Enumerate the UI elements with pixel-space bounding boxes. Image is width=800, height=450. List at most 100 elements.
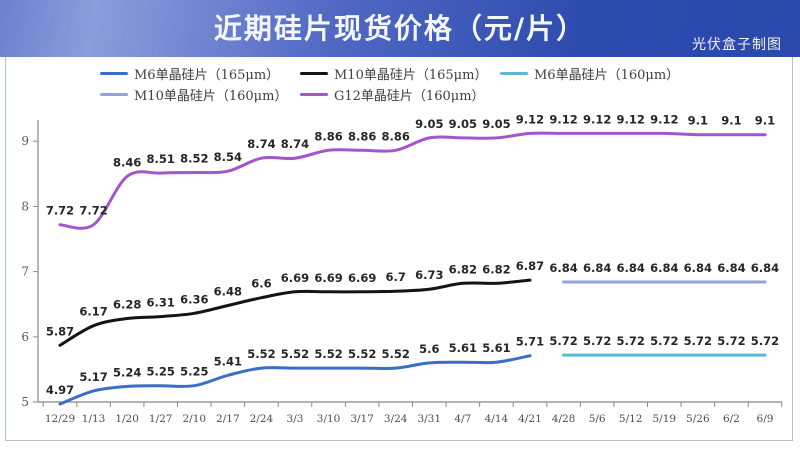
x-tick-label: 5/12 <box>619 413 643 425</box>
data-label: 6.28 <box>113 298 141 312</box>
legend-item[interactable]: M6单晶硅片（160μm） <box>500 64 700 83</box>
data-label: 4.97 <box>46 383 74 397</box>
legend-row: M10单晶硅片（160μm） G12单晶硅片（160μm） <box>100 84 760 105</box>
data-label: 6.82 <box>482 262 510 276</box>
data-label: 8.74 <box>281 137 309 151</box>
data-label: 5.17 <box>79 370 107 384</box>
x-tick-label: 4/7 <box>454 413 471 425</box>
x-tick-label: 3/17 <box>350 413 374 425</box>
data-label: 6.84 <box>751 261 779 275</box>
data-label: 6.73 <box>415 268 443 282</box>
x-tick-label: 6/9 <box>757 413 774 425</box>
page-title: 近期硅片现货价格（元/片） <box>213 12 587 45</box>
data-label: 9.12 <box>549 112 577 126</box>
data-label: 8.86 <box>314 129 342 143</box>
data-label: 9.05 <box>482 117 510 131</box>
x-tick-label: 1/13 <box>82 413 106 425</box>
series-line-0 <box>58 354 532 406</box>
data-label: 5.41 <box>214 354 242 368</box>
x-tick-label: 1/20 <box>115 413 139 425</box>
data-label: 6.6 <box>251 277 271 291</box>
data-label: 5.52 <box>348 347 376 361</box>
x-tick-label: 2/10 <box>182 413 206 425</box>
data-label: 9.05 <box>449 117 477 131</box>
legend-line-swatch <box>100 93 128 96</box>
y-tick-label: 9 <box>21 134 29 148</box>
x-tick-label: 5/19 <box>652 413 676 425</box>
data-label: 5.61 <box>482 341 510 355</box>
data-label: 9.12 <box>617 112 645 126</box>
data-label: 6.84 <box>717 261 745 275</box>
data-label: 9.12 <box>583 112 611 126</box>
legend-label: M10单晶硅片（160μm） <box>134 89 288 104</box>
data-label: 5.61 <box>449 341 477 355</box>
legend-row: M6单晶硅片（165μm） M10单晶硅片（165μm） M6单晶硅片（160μm） <box>100 63 760 84</box>
data-label: 5.87 <box>46 324 74 338</box>
legend-label: M6单晶硅片（160μm） <box>534 68 680 83</box>
data-label: 5.72 <box>717 334 745 348</box>
y-tick-label: 6 <box>21 330 29 344</box>
data-label: 5.72 <box>684 334 712 348</box>
data-label: 9.1 <box>688 114 708 128</box>
data-label: 6.36 <box>180 292 208 306</box>
x-tick-label: 4/14 <box>485 413 509 425</box>
data-label: 8.74 <box>247 137 275 151</box>
data-label: 5.72 <box>650 334 678 348</box>
data-label: 6.87 <box>516 259 544 273</box>
x-tick-label: 2/17 <box>216 413 240 425</box>
data-label: 7.72 <box>46 204 74 218</box>
x-tick-label: 5/6 <box>589 413 606 425</box>
data-label: 9.1 <box>721 114 741 128</box>
y-tick-label: 5 <box>21 395 29 409</box>
legend-line-swatch <box>300 93 328 96</box>
data-label: 9.12 <box>516 112 544 126</box>
data-label: 8.86 <box>348 129 376 143</box>
data-label: 5.52 <box>247 347 275 361</box>
data-label: 5.25 <box>180 365 208 379</box>
legend-item[interactable]: M10单晶硅片（160μm） <box>100 85 300 104</box>
data-label: 5.52 <box>281 347 309 361</box>
data-label: 9.05 <box>415 117 443 131</box>
x-tick-label: 3/3 <box>287 413 304 425</box>
legend-label: M10单晶硅片（165μm） <box>334 68 488 83</box>
data-label: 5.52 <box>314 347 342 361</box>
legend-label: M6单晶硅片（165μm） <box>134 68 280 83</box>
data-label: 5.72 <box>549 334 577 348</box>
legend-label: G12单晶硅片（160μm） <box>334 89 485 104</box>
series-line-1 <box>58 278 532 347</box>
x-tick-label: 4/21 <box>518 413 542 425</box>
credit-watermark: 光伏盒子制图 <box>692 37 782 53</box>
data-label: 9.1 <box>755 114 775 128</box>
x-tick-label: 12/29 <box>45 413 75 425</box>
legend-line-swatch <box>100 72 128 75</box>
data-label: 9.12 <box>650 112 678 126</box>
x-tick-label: 3/31 <box>417 413 441 425</box>
data-label: 6.84 <box>583 261 611 275</box>
data-label: 5.6 <box>419 342 439 356</box>
legend-item[interactable]: M10单晶硅片（165μm） <box>300 64 500 83</box>
header-band: 近期硅片现货价格（元/片） 光伏盒子制图 <box>0 0 800 57</box>
data-label: 8.51 <box>147 152 175 166</box>
data-label: 5.72 <box>617 334 645 348</box>
chart-legend: M6单晶硅片（165μm） M10单晶硅片（165μm） M6单晶硅片（160μm）… <box>100 63 760 105</box>
data-label: 6.69 <box>281 271 309 285</box>
data-label: 5.52 <box>382 347 410 361</box>
data-label: 8.54 <box>214 150 242 164</box>
data-label: 6.31 <box>147 296 175 310</box>
data-label: 6.84 <box>617 261 645 275</box>
data-label: 5.71 <box>516 335 544 349</box>
data-label: 6.84 <box>650 261 678 275</box>
y-tick-label: 8 <box>21 199 29 213</box>
series-line-4 <box>58 131 767 230</box>
x-tick-label: 3/10 <box>317 413 341 425</box>
data-label: 5.24 <box>113 365 141 379</box>
data-label: 8.86 <box>382 129 410 143</box>
data-label: 6.17 <box>79 305 107 319</box>
data-label: 6.7 <box>386 270 406 284</box>
x-tick-label: 5/26 <box>686 413 710 425</box>
legend-item[interactable]: M6单晶硅片（165μm） <box>100 64 300 83</box>
data-label: 5.25 <box>147 365 175 379</box>
legend-item[interactable]: G12单晶硅片（160μm） <box>300 85 500 104</box>
data-label: 6.82 <box>449 262 477 276</box>
x-tick-label: 3/24 <box>384 413 408 425</box>
